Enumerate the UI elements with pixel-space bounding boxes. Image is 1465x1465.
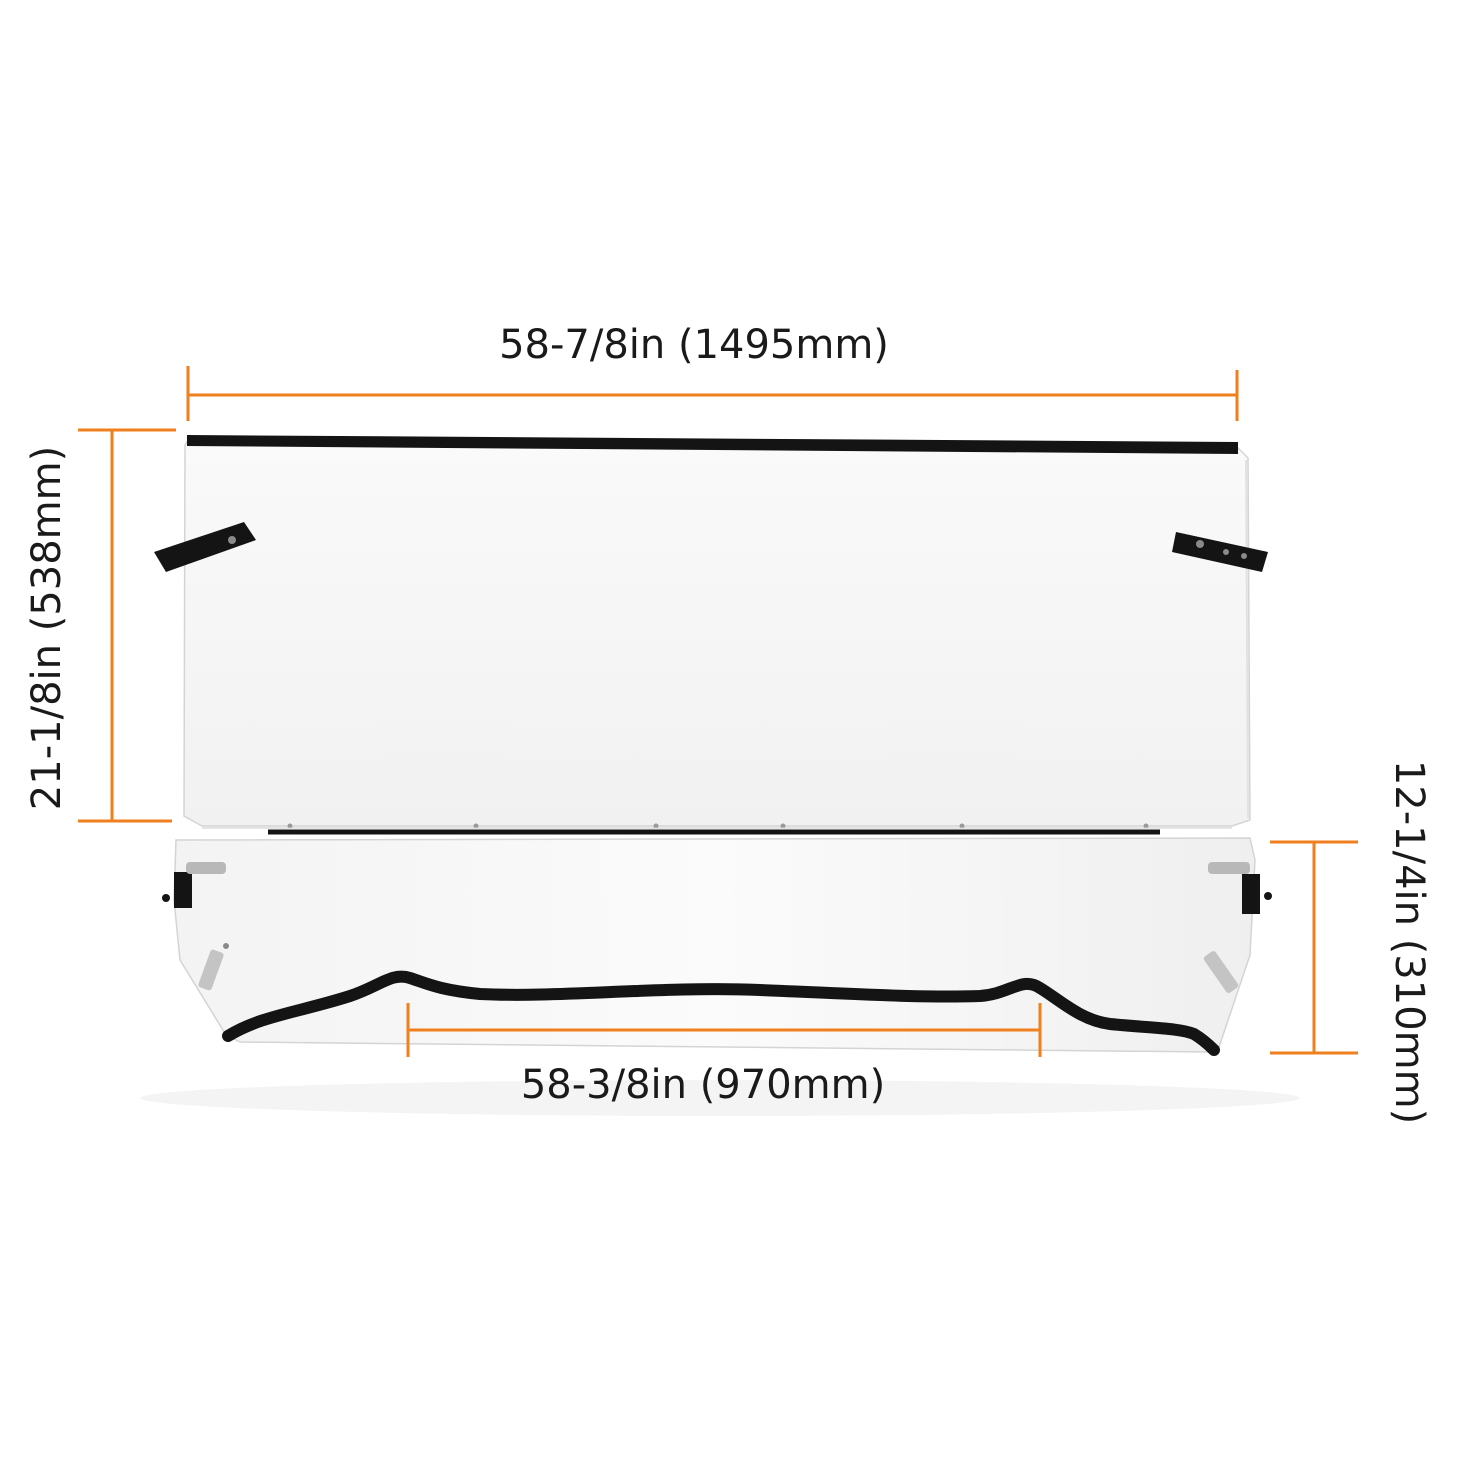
upper-glass-panel [183,439,1251,827]
bottom-width-label: 58-3/8in (970mm) [521,1062,885,1108]
dimension-bottom-width: 58-3/8in (970mm) [406,1003,1042,1108]
left-lower-clamp [198,943,229,991]
dimension-left-height: 21-1/8in (538mm) [24,428,176,823]
floor-shadow [140,1080,1300,1116]
right-mounting-strap [1172,532,1268,572]
top-width-label: 58-7/8in (1495mm) [499,322,889,368]
dimension-top-width: 58-7/8in (1495mm) [186,322,1239,421]
upper-panel-right-edge [1245,459,1249,819]
hinge-screws [287,823,1149,829]
left-height-label: 21-1/8in (538mm) [24,446,70,810]
top-rubber-seal [187,435,1238,454]
windshield-product-image [140,435,1300,1116]
right-lower-clamp [1203,951,1239,993]
left-upper-bracket [162,862,226,908]
dimension-right-height: 12-1/4in (310mm) [1270,760,1432,1124]
right-upper-bracket [1208,862,1272,914]
right-height-label: 12-1/4in (310mm) [1386,760,1432,1124]
left-mounting-strap [154,522,256,572]
bottom-rubber-seal [222,970,1220,1056]
